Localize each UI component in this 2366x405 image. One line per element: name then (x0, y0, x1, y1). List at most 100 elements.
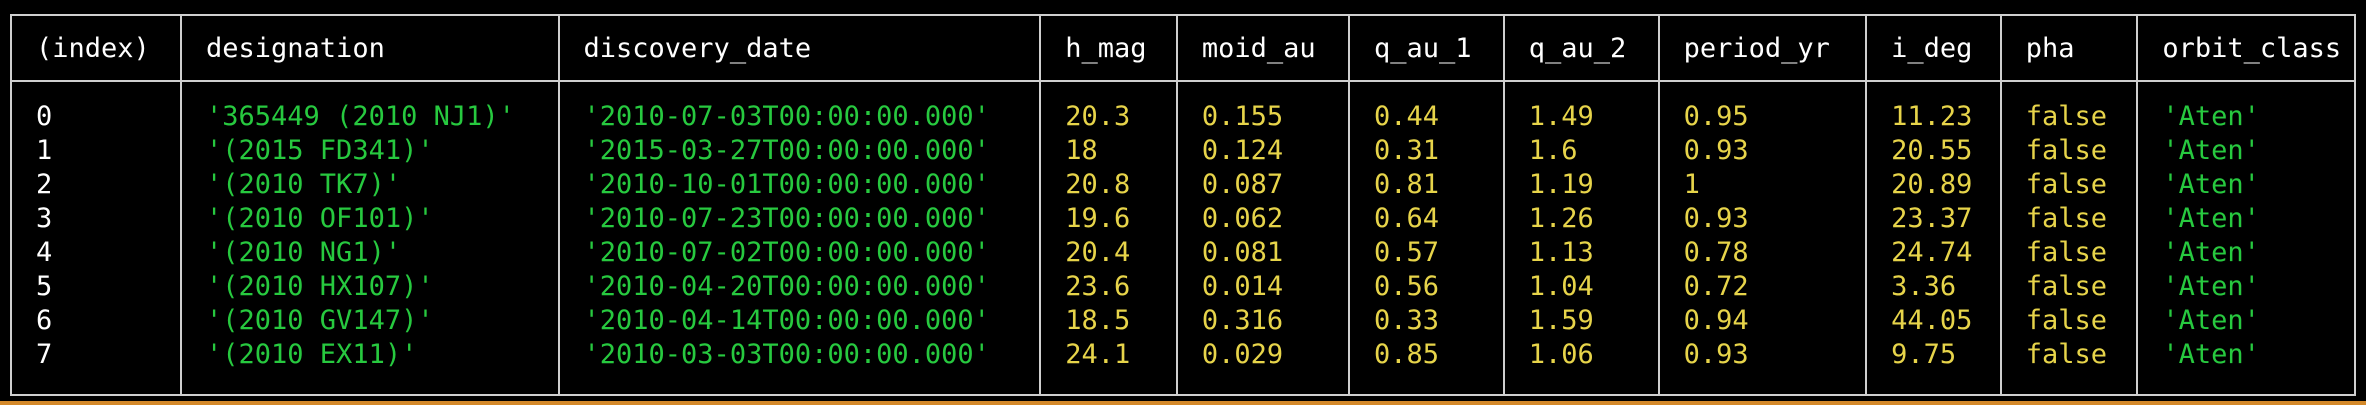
cell-index: 2 (9, 168, 183, 202)
cell-pha: false (1999, 236, 2139, 270)
table-row: 3 '(2010 OF101)' '2010-07-23T00:00:00.00… (9, 202, 2356, 236)
cell-discovery-date: '2010-04-14T00:00:00.000' (557, 304, 1042, 338)
cell-designation: '(2010 TK7)' (180, 168, 560, 202)
cell-period-yr: 0.93 (1657, 338, 1868, 396)
cell-pha: false (1999, 338, 2139, 396)
cell-discovery-date: '2010-07-03T00:00:00.000' (557, 81, 1042, 134)
column-header-discovery-date: discovery_date (557, 14, 1042, 82)
column-header-index: (index) (9, 14, 183, 82)
column-header-q-au-2: q_au_2 (1502, 14, 1660, 82)
cell-q-au-2: 1.06 (1502, 338, 1660, 396)
console-table: (index) designation discovery_date h_mag… (9, 14, 2356, 396)
cell-i-deg: 3.36 (1865, 270, 2002, 304)
cell-orbit-class: 'Aten' (2136, 304, 2356, 338)
cell-q-au-2: 1.49 (1502, 81, 1660, 134)
cell-period-yr: 0.78 (1657, 236, 1868, 270)
cell-q-au-1: 0.57 (1347, 236, 1505, 270)
cell-moid-au: 0.124 (1175, 134, 1350, 168)
cell-discovery-date: '2010-07-23T00:00:00.000' (557, 202, 1042, 236)
table-row: 6 '(2010 GV147)' '2010-04-14T00:00:00.00… (9, 304, 2356, 338)
cell-period-yr: 0.95 (1657, 81, 1868, 134)
cell-q-au-1: 0.85 (1347, 338, 1505, 396)
cell-designation: '(2010 NG1)' (180, 236, 560, 270)
cell-q-au-2: 1.6 (1502, 134, 1660, 168)
cell-orbit-class: 'Aten' (2136, 236, 2356, 270)
cell-orbit-class: 'Aten' (2136, 270, 2356, 304)
cell-orbit-class: 'Aten' (2136, 168, 2356, 202)
cell-moid-au: 0.029 (1175, 338, 1350, 396)
column-header-pha: pha (1999, 14, 2139, 82)
cell-index: 0 (9, 81, 183, 134)
cell-h-mag: 19.6 (1039, 202, 1178, 236)
cell-discovery-date: '2015-03-27T00:00:00.000' (557, 134, 1042, 168)
column-header-designation: designation (180, 14, 560, 82)
table-body: 0 '365449 (2010 NJ1)' '2010-07-03T00:00:… (9, 81, 2356, 396)
cell-discovery-date: '2010-10-01T00:00:00.000' (557, 168, 1042, 202)
cell-q-au-2: 1.26 (1502, 202, 1660, 236)
cell-i-deg: 23.37 (1865, 202, 2002, 236)
table-row: 5 '(2010 HX107)' '2010-04-20T00:00:00.00… (9, 270, 2356, 304)
cell-h-mag: 18.5 (1039, 304, 1178, 338)
cell-period-yr: 0.93 (1657, 134, 1868, 168)
cell-designation: '365449 (2010 NJ1)' (180, 81, 560, 134)
cell-pha: false (1999, 168, 2139, 202)
cell-pha: false (1999, 134, 2139, 168)
table-row: 1 '(2015 FD341)' '2015-03-27T00:00:00.00… (9, 134, 2356, 168)
cell-h-mag: 20.4 (1039, 236, 1178, 270)
cell-pha: false (1999, 304, 2139, 338)
cell-designation: '(2015 FD341)' (180, 134, 560, 168)
cell-period-yr: 0.93 (1657, 202, 1868, 236)
cell-q-au-1: 0.31 (1347, 134, 1505, 168)
cell-q-au-1: 0.64 (1347, 202, 1505, 236)
column-header-period-yr: period_yr (1657, 14, 1868, 82)
cell-q-au-2: 1.59 (1502, 304, 1660, 338)
cell-index: 6 (9, 304, 183, 338)
cell-moid-au: 0.062 (1175, 202, 1350, 236)
cell-q-au-2: 1.13 (1502, 236, 1660, 270)
window-bottom-accent-bar (0, 401, 2366, 405)
cell-orbit-class: 'Aten' (2136, 81, 2356, 134)
column-header-q-au-1: q_au_1 (1347, 14, 1505, 82)
cell-designation: '(2010 EX11)' (180, 338, 560, 396)
cell-i-deg: 44.05 (1865, 304, 2002, 338)
cell-h-mag: 24.1 (1039, 338, 1178, 396)
cell-designation: '(2010 GV147)' (180, 304, 560, 338)
column-header-orbit-class: orbit_class (2136, 14, 2356, 82)
cell-index: 1 (9, 134, 183, 168)
cell-orbit-class: 'Aten' (2136, 202, 2356, 236)
cell-moid-au: 0.087 (1175, 168, 1350, 202)
cell-q-au-1: 0.33 (1347, 304, 1505, 338)
cell-h-mag: 18 (1039, 134, 1178, 168)
cell-designation: '(2010 OF101)' (180, 202, 560, 236)
cell-h-mag: 20.3 (1039, 81, 1178, 134)
cell-i-deg: 20.55 (1865, 134, 2002, 168)
cell-i-deg: 24.74 (1865, 236, 2002, 270)
cell-moid-au: 0.155 (1175, 81, 1350, 134)
cell-moid-au: 0.014 (1175, 270, 1350, 304)
cell-period-yr: 1 (1657, 168, 1868, 202)
cell-pha: false (1999, 202, 2139, 236)
cell-moid-au: 0.316 (1175, 304, 1350, 338)
cell-i-deg: 9.75 (1865, 338, 2002, 396)
cell-h-mag: 23.6 (1039, 270, 1178, 304)
cell-q-au-1: 0.44 (1347, 81, 1505, 134)
cell-q-au-2: 1.19 (1502, 168, 1660, 202)
column-header-i-deg: i_deg (1865, 14, 2002, 82)
cell-q-au-1: 0.81 (1347, 168, 1505, 202)
cell-index: 4 (9, 236, 183, 270)
cell-discovery-date: '2010-03-03T00:00:00.000' (557, 338, 1042, 396)
cell-i-deg: 11.23 (1865, 81, 2002, 134)
cell-orbit-class: 'Aten' (2136, 338, 2356, 396)
cell-period-yr: 0.72 (1657, 270, 1868, 304)
cell-period-yr: 0.94 (1657, 304, 1868, 338)
cell-q-au-2: 1.04 (1502, 270, 1660, 304)
table-row: 4 '(2010 NG1)' '2010-07-02T00:00:00.000'… (9, 236, 2356, 270)
cell-discovery-date: '2010-04-20T00:00:00.000' (557, 270, 1042, 304)
cell-discovery-date: '2010-07-02T00:00:00.000' (557, 236, 1042, 270)
cell-q-au-1: 0.56 (1347, 270, 1505, 304)
cell-pha: false (1999, 81, 2139, 134)
cell-index: 7 (9, 338, 183, 396)
cell-moid-au: 0.081 (1175, 236, 1350, 270)
table-row: 0 '365449 (2010 NJ1)' '2010-07-03T00:00:… (9, 81, 2356, 134)
